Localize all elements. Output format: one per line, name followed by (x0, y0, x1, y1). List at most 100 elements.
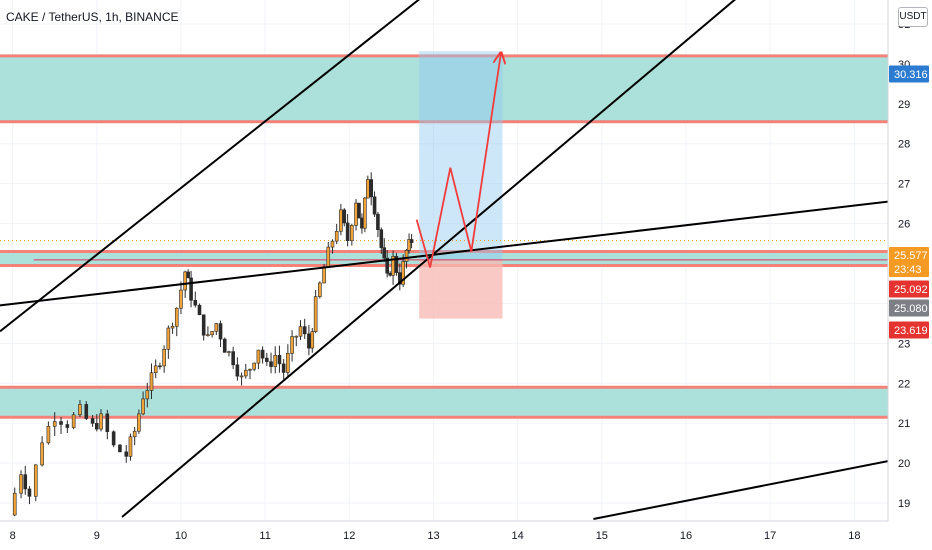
currency-button[interactable]: USDT (898, 7, 928, 27)
candle-bull (286, 352, 290, 373)
candle-bear (369, 179, 373, 198)
candle-bear (388, 272, 392, 276)
candle-bear (281, 363, 286, 373)
candle-bear (385, 257, 389, 274)
candle-bear (345, 222, 350, 241)
candle-bull (334, 230, 339, 242)
candle-bull (33, 464, 38, 497)
candle-bear (118, 444, 122, 453)
price-label-current: 25.577 (894, 250, 928, 262)
time-axis-bg (0, 521, 932, 550)
projection-arrow (415, 54, 501, 268)
candle-bull (322, 266, 326, 284)
x-tick-label: 10 (175, 530, 187, 542)
candle-bull (71, 414, 76, 428)
candle-bear (307, 333, 311, 349)
x-tick-label: 9 (94, 530, 100, 542)
trendline (593, 460, 888, 520)
x-tick-label: 11 (259, 530, 270, 542)
x-tick-label: 12 (343, 530, 355, 542)
candle-bull (313, 296, 318, 332)
x-tick-label: 17 (764, 530, 776, 542)
candle-bear (65, 424, 70, 428)
candle-bear (302, 326, 307, 335)
y-tick-label: 28 (898, 139, 910, 151)
candle-bull (239, 375, 244, 378)
candle-bull (243, 369, 248, 377)
y-tick-label: 20 (898, 458, 910, 470)
candle-bull (52, 421, 57, 427)
x-tick-label: 16 (680, 530, 692, 542)
candle-bull (252, 362, 256, 370)
candle-bear (201, 314, 206, 336)
candle-bull (404, 250, 409, 262)
candle-bear (265, 357, 269, 362)
candle-bull (174, 307, 179, 327)
price-label-level-bg (889, 280, 929, 298)
candle-bull (326, 246, 331, 268)
price-label-entry: 25.080 (894, 303, 928, 315)
chart-title: CAKE / TetherUS, 1h, BINANCE (6, 10, 179, 24)
candle-bear (124, 451, 129, 457)
candle-bull (137, 413, 141, 432)
y-tick-label: 27 (898, 179, 910, 191)
candle-bull (132, 430, 137, 438)
candle-bull (273, 355, 278, 367)
candle-bull (401, 261, 405, 285)
candle-bear (376, 213, 380, 231)
candle-bear (277, 355, 282, 365)
candle-bull (183, 271, 187, 291)
candle-bull (354, 202, 358, 226)
candle-bear (398, 272, 402, 285)
candle-bull (330, 240, 335, 248)
candle-bull (407, 239, 411, 251)
candle-bull (248, 368, 252, 371)
countdown-label: 23:43 (894, 264, 922, 276)
trendline (0, 200, 888, 307)
candle-bear (222, 338, 227, 353)
candle-bull (46, 426, 51, 444)
price-label-stop: 23.619 (894, 325, 928, 337)
candle-bull (12, 492, 17, 516)
x-tick-label: 18 (848, 530, 860, 542)
candle-bull (366, 179, 370, 199)
candle-bull (227, 351, 231, 353)
candle-bear (105, 413, 110, 433)
candle-bear (59, 421, 63, 425)
candle-bull (170, 325, 175, 329)
candle-bull (310, 331, 315, 349)
candle-bear (193, 299, 198, 306)
y-tick-label: 22 (898, 378, 910, 390)
y-tick-label: 19 (898, 498, 910, 510)
candle-bull (363, 197, 367, 229)
candle-bull (206, 334, 210, 337)
supply-demand-zone (0, 251, 888, 266)
candle-bull (256, 349, 261, 364)
x-tick-label: 13 (427, 530, 439, 542)
candle-bull (210, 331, 214, 336)
candle-bull (214, 323, 219, 332)
candle-bear (197, 304, 202, 316)
plot-area (0, 0, 888, 520)
candle-bull (298, 326, 303, 337)
y-tick-label: 21 (898, 418, 910, 430)
candle-bear (357, 202, 361, 219)
candle-bear (372, 196, 377, 215)
candle-bull (153, 365, 158, 374)
supply-demand-zone (0, 387, 888, 418)
candle-bull (40, 442, 44, 466)
candle-bull (162, 349, 166, 367)
candle-bear (158, 365, 162, 368)
candle-bull (141, 398, 145, 415)
candle-bull (128, 436, 133, 457)
candle-bear (260, 349, 265, 359)
candle-bear (379, 229, 384, 248)
price-label-target-bg (889, 65, 929, 83)
candle-bull (19, 474, 23, 494)
candle-bear (189, 277, 193, 301)
candle-bear (409, 239, 414, 243)
candle-bear (342, 209, 347, 224)
candle-bull (339, 209, 343, 232)
